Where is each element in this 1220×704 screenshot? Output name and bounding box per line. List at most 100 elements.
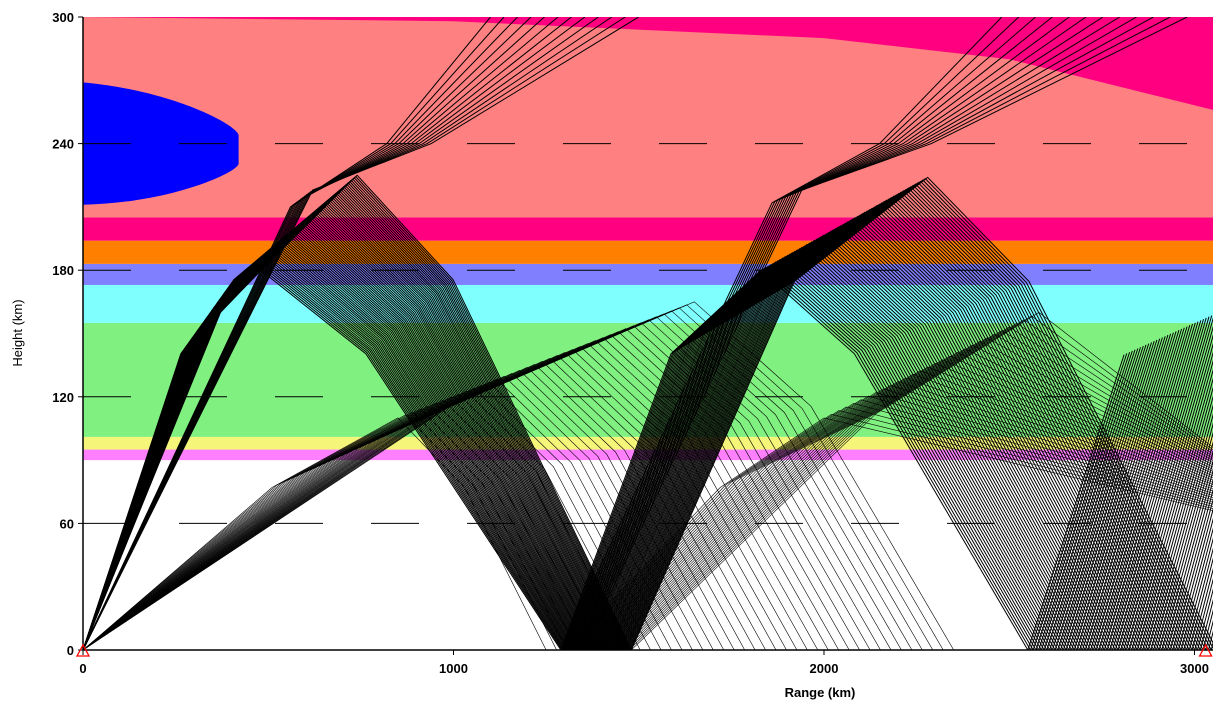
- ray-path: [602, 214, 1141, 650]
- ray-path: [624, 322, 1213, 650]
- ray-path: [83, 402, 599, 650]
- ray-path: [1093, 325, 1191, 650]
- ray-path: [83, 17, 545, 650]
- transmitter-marker: [75, 643, 91, 657]
- ray-path: [83, 361, 745, 650]
- ray-path: [561, 268, 1031, 650]
- ray-path: [596, 366, 1213, 650]
- ray-path: [83, 17, 505, 650]
- ray-path: [580, 17, 1171, 650]
- layer-band-194-205: [83, 217, 1213, 241]
- ray-path: [601, 359, 1213, 650]
- ray-path: [626, 319, 1213, 650]
- y-tick-label: 300: [52, 10, 74, 25]
- ray-path: [612, 341, 1213, 650]
- ray-path: [584, 237, 1094, 650]
- x-tick-labels: 0 1000 2000 3000: [79, 650, 1209, 676]
- ray-path: [566, 413, 1213, 650]
- ray-path: [83, 399, 610, 650]
- ray-path: [580, 392, 1213, 650]
- ray-path: [564, 17, 1036, 650]
- ray-path: [571, 254, 1059, 650]
- ray-path: [614, 337, 1213, 650]
- ray-path: [83, 316, 902, 650]
- ray-path: [596, 222, 1125, 650]
- ray-path: [83, 366, 725, 650]
- ray-path: [83, 396, 620, 650]
- ray-path: [585, 384, 1213, 650]
- ray-path: [1090, 326, 1188, 650]
- ray-path: [572, 17, 1104, 650]
- y-tick-label: 180: [52, 263, 74, 278]
- ray-path: [605, 210, 1149, 650]
- ray-path: [1076, 332, 1174, 650]
- ray-path: [587, 381, 1213, 650]
- ray-path: [1125, 342, 1213, 650]
- ray-path: [568, 258, 1051, 650]
- ray-path: [562, 17, 1020, 650]
- ray-path: [83, 17, 559, 650]
- ray-path: [83, 408, 578, 650]
- ray-path: [83, 325, 871, 650]
- ray-path: [1112, 316, 1210, 650]
- ray-path: [610, 344, 1213, 650]
- ray-path: [83, 414, 557, 650]
- ray-path: [603, 355, 1213, 650]
- ray-path: [563, 265, 1037, 650]
- ray-path: [1214, 271, 1220, 650]
- ray-path: [1084, 328, 1183, 650]
- x-tick-label: 3000: [1180, 661, 1209, 676]
- ray-path: [621, 326, 1213, 650]
- ray-path: [83, 17, 599, 650]
- ray-path: [609, 204, 1160, 650]
- ray-path: [1180, 527, 1213, 650]
- station-markers: [75, 643, 1213, 657]
- y-tick-labels: 0 60 120 180 240 300: [52, 10, 83, 658]
- ray-path: [598, 362, 1213, 650]
- ray-path: [571, 406, 1213, 650]
- x-axis-title: Range (km): [785, 685, 856, 700]
- ray-path: [628, 315, 1213, 650]
- ray-path: [1117, 317, 1213, 650]
- ray-path: [604, 211, 1146, 650]
- ray-path: [567, 260, 1048, 650]
- ray-path: [575, 399, 1213, 650]
- ray-path: [578, 17, 1154, 650]
- y-tick-label: 240: [52, 137, 74, 152]
- ray-path: [605, 352, 1213, 650]
- ray-path: [1191, 567, 1213, 650]
- ray-path: [572, 253, 1062, 650]
- ray-path: [83, 417, 547, 650]
- ray-path: [630, 176, 1213, 650]
- ray-path: [1101, 321, 1199, 650]
- layer-band-183-194: [83, 240, 1213, 264]
- ray-path: [582, 388, 1213, 650]
- ray-path: [83, 411, 568, 650]
- ray-path: [566, 17, 1053, 650]
- ray-path: [573, 252, 1064, 650]
- ray-path: [83, 363, 735, 650]
- ray-path: [1087, 327, 1185, 650]
- x-tick-label: 1000: [439, 661, 468, 676]
- receiver-marker: [1198, 643, 1213, 657]
- ray-path: [1131, 359, 1213, 650]
- ray-path: [83, 390, 641, 650]
- ray-path: [617, 333, 1213, 650]
- high-density-region: [83, 82, 239, 205]
- y-tick-label: 120: [52, 390, 74, 405]
- ray-path: [579, 243, 1081, 650]
- ray-path: [631, 312, 1213, 650]
- ray-path: [83, 393, 630, 650]
- plot-area: [83, 17, 1220, 650]
- ray-path: [1082, 329, 1180, 650]
- x-tick-label: 2000: [810, 661, 839, 676]
- ray-path: [1194, 578, 1213, 650]
- ray-path: [575, 249, 1070, 650]
- ray-path: [83, 174, 632, 650]
- ray-path: [83, 405, 589, 650]
- y-tick-label: 60: [60, 516, 74, 531]
- ray-path: [1098, 322, 1196, 650]
- ray-path: [1136, 377, 1213, 650]
- ray-path: [1183, 537, 1213, 650]
